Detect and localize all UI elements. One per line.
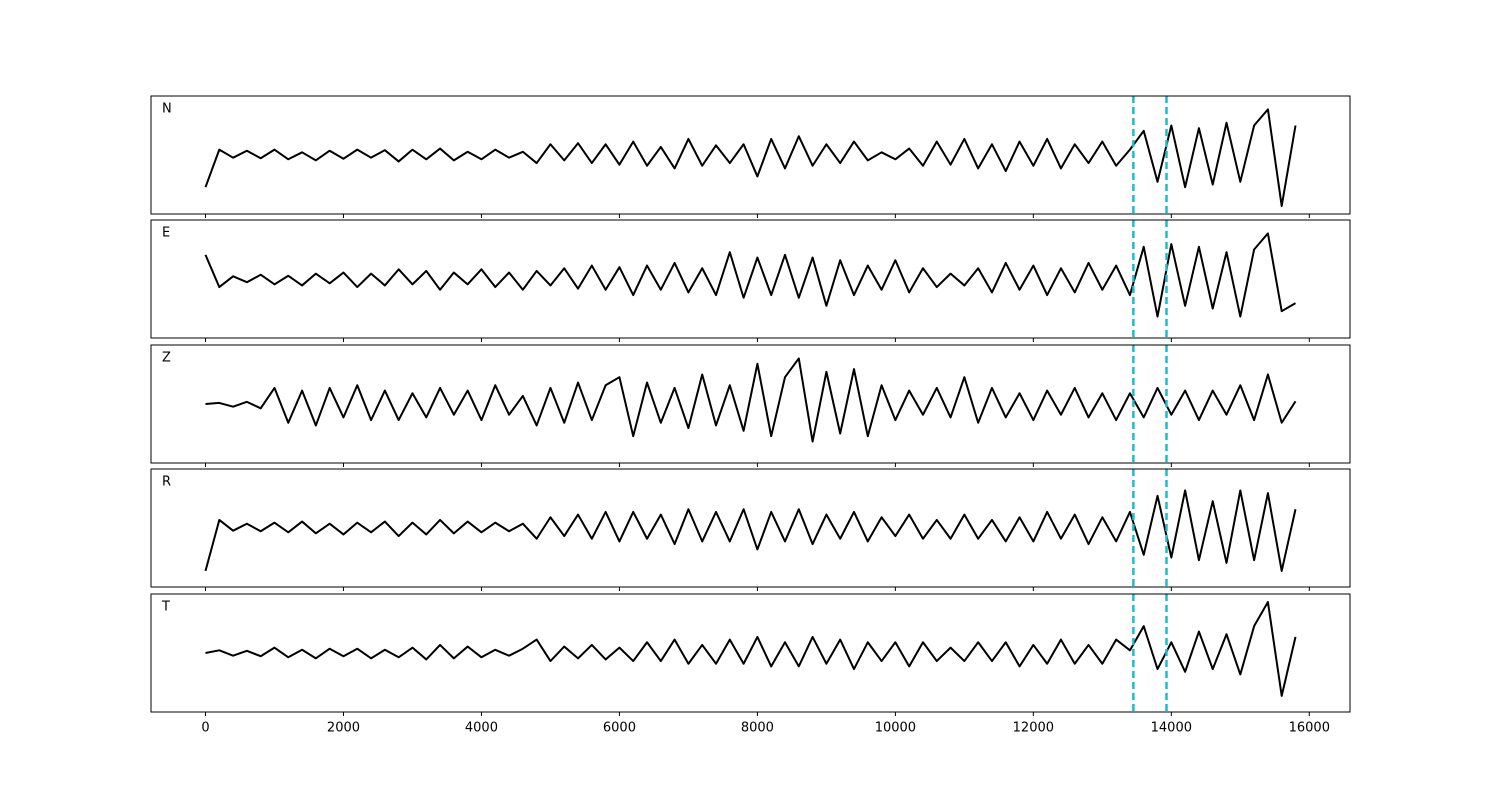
trace <box>205 601 1297 697</box>
axes-frame <box>150 468 1351 588</box>
x-tick-label: 4000 <box>465 721 498 736</box>
axes-frame <box>150 344 1351 464</box>
axes-frame <box>150 219 1351 339</box>
x-tick-label: 16000 <box>1289 721 1330 736</box>
axes-frame <box>150 95 1351 215</box>
x-tick-label: 2000 <box>327 721 360 736</box>
x-tick-label: 6000 <box>603 721 636 736</box>
panel-label: R <box>162 475 171 490</box>
x-tick-label: 8000 <box>741 721 774 736</box>
trace <box>204 232 1297 318</box>
panel-label: Z <box>162 351 171 366</box>
axes-frame <box>150 593 1351 713</box>
x-tick-label: 0 <box>201 721 209 736</box>
trace <box>204 108 1297 207</box>
x-tick-label: 12000 <box>1013 721 1054 736</box>
panel-label: T <box>161 600 170 615</box>
trace <box>204 489 1297 572</box>
x-tick-label: 10000 <box>875 721 916 736</box>
trace <box>205 357 1297 443</box>
panel-label: N <box>162 102 172 117</box>
panel-label: E <box>162 226 170 241</box>
x-tick-label: 14000 <box>1151 721 1192 736</box>
